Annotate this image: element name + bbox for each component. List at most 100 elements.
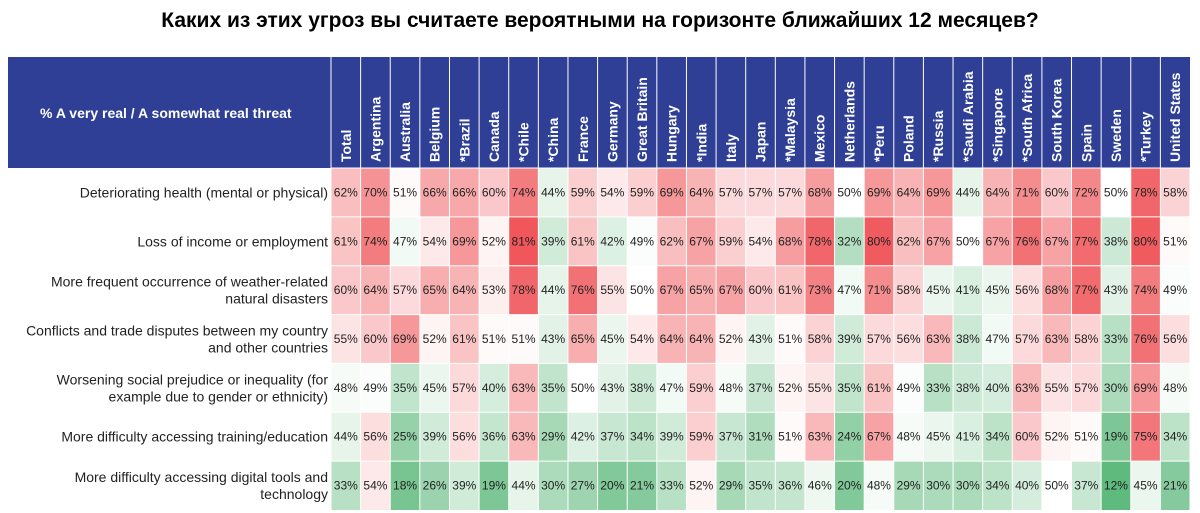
heatmap-cell <box>864 363 894 413</box>
cell-value-label: 74% <box>1134 283 1158 297</box>
heatmap-cell <box>686 168 717 217</box>
heatmap-cell <box>893 412 924 462</box>
cell-value-label: 61% <box>571 234 595 248</box>
heatmap-cell <box>508 314 539 364</box>
cell-value-label: 56% <box>897 332 921 346</box>
cell-value-label: 34% <box>985 479 1009 493</box>
heatmap-cell <box>597 265 628 315</box>
cell-value-label: 71% <box>867 283 891 297</box>
column-label: *Peru <box>871 125 887 162</box>
cell-value-label: 39% <box>660 430 684 444</box>
heatmap-cell <box>686 216 717 266</box>
heatmap-cell <box>449 412 480 462</box>
heatmap-cell <box>479 314 509 364</box>
heatmap-cell <box>360 363 391 413</box>
heatmap-cell <box>449 168 480 217</box>
cell-value-label: 77% <box>1074 234 1098 248</box>
cell-value-label: 54% <box>363 479 387 493</box>
cell-value-label: 43% <box>541 332 565 346</box>
heatmap-cell <box>597 168 628 217</box>
cell-value-label: 34% <box>1163 430 1187 444</box>
heatmap-cell <box>1012 363 1042 413</box>
heatmap-cell <box>716 363 746 413</box>
heatmap-cell <box>834 168 865 217</box>
heatmap-cell <box>508 412 539 462</box>
heatmap-cell <box>982 265 1013 315</box>
column-label: France <box>575 116 591 162</box>
cell-value-label: 62% <box>334 185 358 199</box>
heatmap-cell <box>745 461 776 510</box>
heatmap-cell <box>923 216 954 266</box>
column-label: Sweden <box>1108 109 1124 162</box>
heatmap-cell <box>479 412 509 462</box>
column-label: United States <box>1167 72 1183 162</box>
heatmap-cell <box>656 363 687 413</box>
heatmap-cell <box>331 168 361 217</box>
cell-value-label: 64% <box>897 185 921 199</box>
cell-value-label: 35% <box>541 381 565 395</box>
heatmap-cell <box>893 216 924 266</box>
cell-value-label: 40% <box>482 381 506 395</box>
column-label: *South Africa <box>1019 74 1035 162</box>
heatmap-cell <box>953 461 983 510</box>
heatmap-cell <box>538 314 568 364</box>
heatmap-cell <box>627 216 657 266</box>
cell-value-label: 54% <box>630 332 654 346</box>
heatmap-cell <box>479 363 509 413</box>
row-label: Deteriorating health (mental or physical… <box>80 184 328 200</box>
heatmap-cell <box>597 363 628 413</box>
heatmap-cell <box>656 265 687 315</box>
cell-value-label: 51% <box>778 332 802 346</box>
heatmap-cell <box>953 216 983 266</box>
cell-value-label: 21% <box>630 479 654 493</box>
cell-value-label: 51% <box>778 430 802 444</box>
heatmap-cell <box>656 314 687 364</box>
heatmap-cell <box>923 314 954 364</box>
heatmap-cell <box>419 168 450 217</box>
heatmap-cell <box>834 363 865 413</box>
cell-value-label: 60% <box>334 283 358 297</box>
heatmap-cell <box>864 314 894 364</box>
heatmap-cell <box>1071 216 1102 266</box>
cell-value-label: 69% <box>1134 381 1158 395</box>
cell-value-label: 12% <box>1104 479 1128 493</box>
heatmap-cell <box>745 314 776 364</box>
heatmap-cell <box>360 412 391 462</box>
heatmap-cells: 62% 70% 51% 66% 66% 60% 74% 44% 59% 54% 59% 69% 64% 5… <box>330 167 1191 510</box>
cell-value-label: 33% <box>660 479 684 493</box>
cell-value-label: 57% <box>778 185 802 199</box>
cell-value-label: 59% <box>630 185 654 199</box>
cell-value-label: 50% <box>837 185 861 199</box>
cell-value-label: 50% <box>630 283 654 297</box>
heatmap-cell <box>804 216 835 266</box>
heatmap-cell <box>686 314 717 364</box>
cell-value-label: 48% <box>897 430 921 444</box>
cell-value-label: 58% <box>808 332 832 346</box>
heatmap-cell <box>923 412 954 462</box>
cell-value-label: 25% <box>393 430 417 444</box>
cell-value-label: 69% <box>867 185 891 199</box>
heatmap-cell <box>745 412 776 462</box>
heatmap-cell <box>893 314 924 364</box>
cell-value-label: 24% <box>837 430 861 444</box>
column-label: Great Britain <box>634 77 650 162</box>
heatmap-cell <box>1041 314 1072 364</box>
cell-value-label: 39% <box>423 430 447 444</box>
heatmap-cell <box>834 314 865 364</box>
cell-value-label: 76% <box>571 283 595 297</box>
cell-value-label: 56% <box>452 430 476 444</box>
cell-value-label: 51% <box>482 332 506 346</box>
heatmap-cell <box>982 363 1013 413</box>
heatmap-cell <box>479 265 509 315</box>
cell-value-label: 58% <box>1074 332 1098 346</box>
cell-value-label: 52% <box>689 479 713 493</box>
cell-value-label: 54% <box>600 185 624 199</box>
heatmap-cell <box>745 168 776 217</box>
cell-value-label: 34% <box>630 430 654 444</box>
heatmap-cell <box>982 461 1013 510</box>
cell-value-label: 68% <box>1045 283 1069 297</box>
heatmap-cell <box>864 216 894 266</box>
cell-value-label: 20% <box>600 479 624 493</box>
heatmap-cell <box>804 363 835 413</box>
cell-value-label: 52% <box>778 381 802 395</box>
